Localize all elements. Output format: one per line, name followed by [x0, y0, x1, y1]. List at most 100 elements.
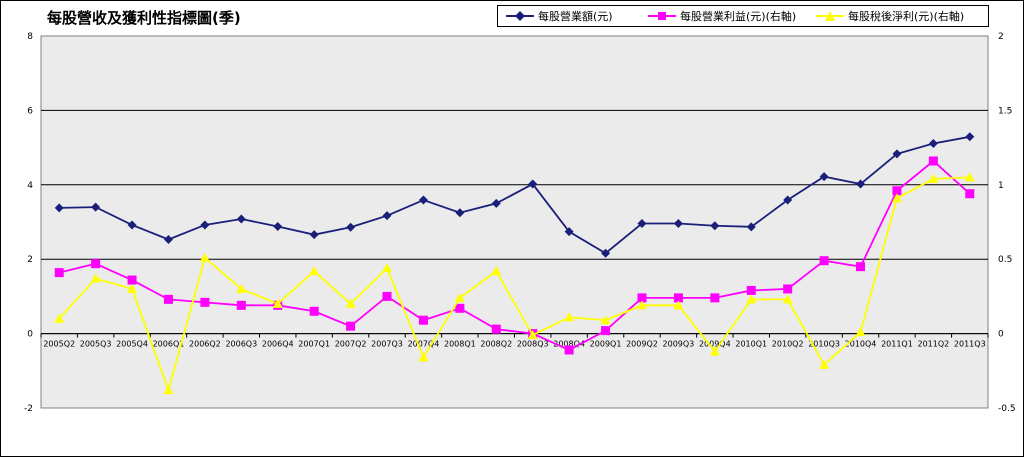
- data-point-diamond: [418, 195, 428, 205]
- data-point-triangle: [199, 252, 210, 262]
- left-tick-label: 8: [27, 32, 33, 42]
- x-tick-label: 2009Q4: [699, 340, 731, 349]
- data-point-square: [455, 303, 465, 313]
- data-point-triangle: [564, 312, 575, 322]
- data-point-diamond: [309, 230, 319, 240]
- data-point-square: [382, 291, 392, 301]
- x-tick-label: 2008Q1: [444, 340, 476, 349]
- legend-label-operating-income: 每股營業利益(元)(右軸): [680, 10, 797, 23]
- data-point-diamond: [382, 211, 392, 221]
- left-tick-label: 6: [27, 106, 33, 116]
- triangle-marker-icon: [825, 11, 835, 21]
- data-point-square: [928, 156, 938, 166]
- right-tick-label: 0: [998, 330, 1004, 340]
- x-tick-label: 2005Q4: [116, 340, 148, 349]
- data-point-square: [673, 293, 683, 303]
- x-tick-label: 2005Q2: [43, 340, 75, 349]
- data-point-diamond: [236, 214, 246, 224]
- data-point-square: [127, 275, 137, 285]
- series-triangle: [54, 172, 975, 395]
- series-layer: [54, 132, 975, 395]
- data-point-square: [491, 324, 501, 334]
- data-point-triangle: [782, 294, 793, 304]
- data-point-triangle: [636, 300, 647, 310]
- left-tick-label: 0: [27, 330, 33, 340]
- x-tick-label: 2008Q3: [517, 340, 549, 349]
- data-point-square: [200, 297, 210, 307]
- data-point-square: [91, 259, 101, 269]
- right-tick-label: 1.5: [998, 106, 1012, 116]
- legend-label-net-income: 每股稅後淨利(元)(右軸): [848, 10, 965, 23]
- data-point-triangle: [746, 294, 757, 304]
- x-tick-label: 2007Q4: [408, 340, 440, 349]
- data-point-square: [309, 306, 319, 316]
- x-tick-label: 2008Q4: [553, 340, 585, 349]
- data-point-triangle: [527, 330, 538, 340]
- right-tick-label: 1: [998, 181, 1004, 191]
- data-point-square: [746, 285, 756, 295]
- data-point-diamond: [455, 208, 465, 218]
- data-point-diamond: [892, 149, 902, 159]
- square-marker-icon: [658, 12, 666, 20]
- x-tick-label: 2006Q1: [153, 340, 185, 349]
- left-tick-label: 2: [27, 255, 33, 265]
- x-tick-label: 2011Q2: [917, 340, 949, 349]
- data-point-triangle: [491, 266, 502, 276]
- data-point-triangle: [454, 292, 465, 302]
- x-tick-label: 2010Q3: [808, 340, 840, 349]
- data-point-triangle: [819, 359, 830, 369]
- data-point-triangle: [964, 172, 975, 182]
- data-point-square: [783, 284, 793, 294]
- right-tick-label: -0.5: [998, 404, 1016, 414]
- data-point-diamond: [91, 202, 101, 212]
- x-tick-label: 2009Q2: [626, 340, 658, 349]
- data-point-diamond: [346, 222, 356, 232]
- x-tick-label: 2008Q2: [480, 340, 512, 349]
- data-point-triangle: [163, 385, 174, 395]
- data-point-square: [346, 321, 356, 331]
- right-axis-ticks: -0.5 0 0.5 1 1.5 2: [998, 32, 1016, 414]
- x-tick-label: 2007Q1: [298, 340, 330, 349]
- right-tick-label: 0.5: [998, 255, 1012, 265]
- right-tick-label: 2: [998, 32, 1004, 42]
- data-point-diamond: [127, 220, 137, 230]
- x-tick-label: 2011Q1: [881, 340, 913, 349]
- series-line: [58, 159, 971, 351]
- diamond-marker-icon: [515, 11, 525, 21]
- data-point-square: [965, 189, 975, 199]
- x-tick-label: 2006Q2: [189, 340, 221, 349]
- data-point-diamond: [163, 234, 173, 244]
- data-point-triangle: [418, 352, 429, 362]
- data-point-diamond: [746, 222, 756, 232]
- data-point-square: [163, 294, 173, 304]
- data-point-triangle: [309, 266, 320, 276]
- data-point-triangle: [382, 263, 393, 273]
- data-point-square: [418, 315, 428, 325]
- data-point-diamond: [54, 203, 64, 213]
- data-point-square: [54, 268, 64, 278]
- series-line: [58, 176, 970, 394]
- x-axis-ticks: 2005Q2 2005Q3 2005Q4 2006Q1 2006Q2 2006Q3 2006…: [40, 333, 989, 349]
- data-point-triangle: [272, 298, 283, 308]
- data-point-triangle: [709, 346, 720, 356]
- data-point-triangle: [673, 300, 684, 310]
- data-point-square: [236, 300, 246, 310]
- data-point-diamond: [564, 227, 574, 237]
- data-point-square: [637, 293, 647, 303]
- data-point-square: [892, 186, 902, 196]
- data-point-square: [710, 293, 720, 303]
- data-point-diamond: [528, 179, 538, 189]
- data-point-diamond: [273, 221, 283, 231]
- x-tick-label: 2010Q2: [772, 340, 804, 349]
- data-point-diamond: [783, 195, 793, 205]
- data-point-diamond: [856, 179, 866, 189]
- data-point-diamond: [928, 139, 938, 149]
- data-point-square: [601, 326, 611, 336]
- series-line: [59, 135, 970, 255]
- x-tick-label: 2010Q4: [845, 340, 877, 349]
- data-point-triangle: [90, 273, 101, 283]
- data-point-triangle: [928, 173, 939, 183]
- legend-label-revenue: 每股營業額(元): [538, 10, 613, 23]
- plot-area: [40, 35, 989, 409]
